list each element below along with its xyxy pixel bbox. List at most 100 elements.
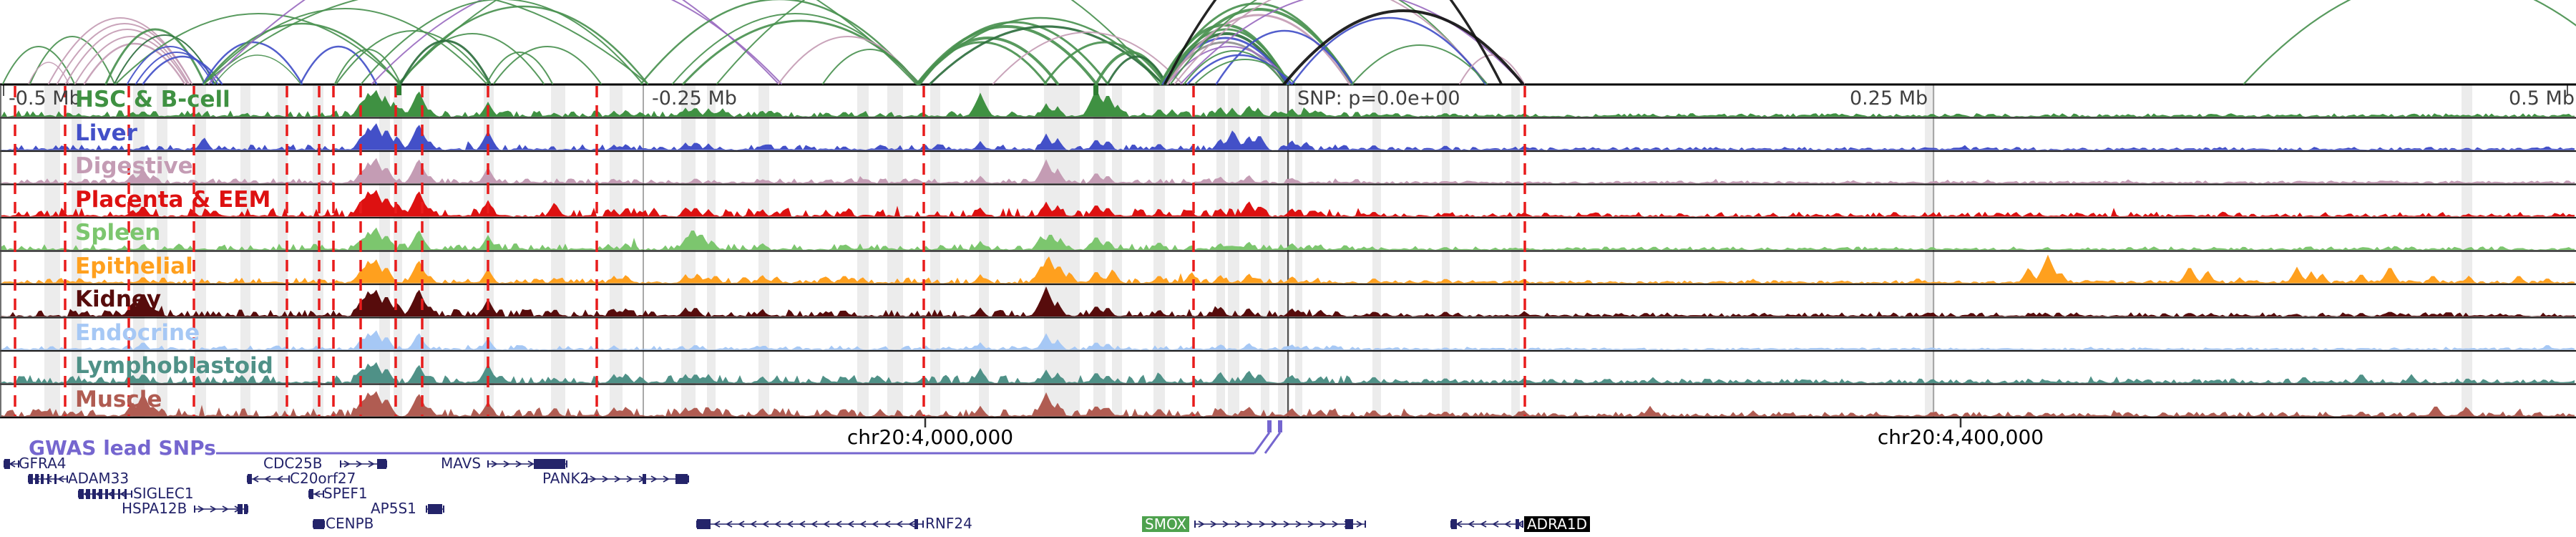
interaction-arc: [1166, 14, 1351, 85]
rect: [125, 489, 127, 499]
gene-strand-arrow: [750, 521, 757, 528]
gene-label-pank2: PANK2: [542, 470, 590, 487]
gene-strand-arrow: [515, 460, 522, 468]
gene-strand-arrow: [713, 521, 721, 528]
interaction-arc: [371, 0, 782, 84]
interaction-arc: [916, 25, 1098, 85]
gene-strand-arrow: [1356, 521, 1363, 528]
interaction-arc: [1043, 41, 1166, 85]
interaction-arc: [398, 5, 649, 85]
rect: [1516, 519, 1519, 529]
rect: [238, 504, 243, 514]
interaction-arc: [992, 32, 1183, 84]
gene-strand-arrow: [847, 521, 854, 528]
rect: [41, 474, 44, 484]
gene-strand-arrow: [503, 460, 510, 468]
gene-strand-arrow: [774, 521, 781, 528]
interaction-arc: [1163, 0, 1503, 85]
interaction-arc: [822, 49, 918, 84]
rect: [697, 519, 711, 529]
gene-strand-arrow: [1468, 521, 1475, 528]
interaction-arc: [1186, 54, 1293, 85]
line: [1253, 432, 1271, 454]
interaction-arc: [486, 52, 553, 84]
interaction-arc: [208, 0, 779, 84]
gene-strand-arrow: [1246, 521, 1254, 528]
gene-strand-arrow: [1295, 521, 1302, 528]
gene-label-mavs: MAVS: [441, 455, 482, 472]
gene-label-ap5s1: AP5S1: [371, 500, 416, 517]
interaction-arc: [1163, 8, 1354, 85]
gene-label-hspa12b: HSPA12B: [122, 500, 187, 517]
gene-strand-arrow: [491, 460, 498, 468]
rect: [309, 489, 313, 499]
gene-strand-arrow: [1492, 521, 1499, 528]
signal-track-liver: [1, 123, 2575, 150]
rect: [534, 459, 565, 469]
gene-strand-arrow: [799, 521, 806, 528]
interaction-arc: [1184, 50, 1285, 84]
interaction-arc: [1106, 55, 1168, 85]
gene-strand-arrow: [356, 460, 363, 468]
track-label-hsc-bcell: HSC & B-cell: [75, 87, 230, 112]
interaction-arc: [399, 39, 492, 85]
rect: [1278, 420, 1282, 432]
gene-strand-arrow: [343, 460, 351, 468]
gene-strand-arrow: [1504, 521, 1511, 528]
gene-strand-arrow: [264, 475, 271, 483]
gene-strand-arrow: [859, 521, 867, 528]
gene-strand-arrow: [1234, 521, 1241, 528]
rect: [244, 504, 248, 514]
rect: [92, 489, 96, 499]
interaction-arc: [127, 46, 214, 84]
gene-strand-arrow: [896, 521, 903, 528]
interaction-arc: [74, 36, 188, 84]
rect: [105, 489, 108, 499]
gwas-lead-snps-label: GWAS lead SNPs: [29, 436, 216, 460]
interaction-arc: [1283, 9, 1524, 85]
gene-label-cdc25b: CDC25B: [263, 455, 323, 472]
gene-strand-arrow: [197, 505, 205, 513]
gene-strand-arrow: [663, 475, 670, 483]
interaction-arc: [493, 46, 602, 84]
interaction-arc: [1174, 0, 1488, 84]
interaction-arc: [299, 45, 378, 85]
rect: [248, 474, 252, 484]
gene-strand-arrow: [762, 521, 769, 528]
gene-strand-arrow: [1210, 521, 1217, 528]
track-label-epithelial: Epithelial: [75, 253, 193, 279]
gene-strand-arrow: [884, 521, 891, 528]
rect: [675, 474, 688, 484]
gene-strand-arrow: [119, 490, 127, 498]
rect: [29, 474, 33, 484]
gene-strand-arrow: [313, 490, 321, 498]
gene-strand-arrow: [823, 521, 830, 528]
signal-track-epithelial: [1, 254, 2575, 284]
rect: [377, 459, 386, 469]
ruler-label-snp-pvalue: SNP: p=0.0e+00: [1297, 87, 1460, 110]
gene-strand-arrow: [1332, 521, 1339, 528]
interaction-arc: [28, 62, 69, 84]
gene-label-adra1d: ADRA1D: [1524, 516, 1590, 532]
gene-strand-arrow: [626, 475, 633, 483]
gene-label-adam33: ADAM33: [68, 470, 130, 487]
gene-strand-arrow: [527, 460, 535, 468]
rect: [86, 489, 90, 499]
track-label-muscle: Muscle: [75, 386, 162, 412]
gene-strand-arrow: [222, 505, 229, 513]
rect: [1093, 84, 1098, 95]
gene-strand-arrow: [1307, 521, 1314, 528]
gene-strand-arrow: [1198, 521, 1205, 528]
interaction-arc: [65, 29, 190, 84]
gene-label-siglec1: SIGLEC1: [133, 485, 194, 502]
interaction-arc: [929, 25, 1164, 85]
gene-strand-arrow: [786, 521, 794, 528]
coordinate-label-chr20-4400000: chr20:4,400,000: [1877, 425, 2044, 449]
gene-strand-arrow: [726, 521, 733, 528]
gene-strand-arrow: [650, 475, 658, 483]
gene-label-gfra4: GFRA4: [19, 455, 67, 472]
gene-strand-arrow: [210, 505, 217, 513]
interaction-arc: [640, 0, 919, 85]
interaction-arc: [203, 8, 487, 84]
